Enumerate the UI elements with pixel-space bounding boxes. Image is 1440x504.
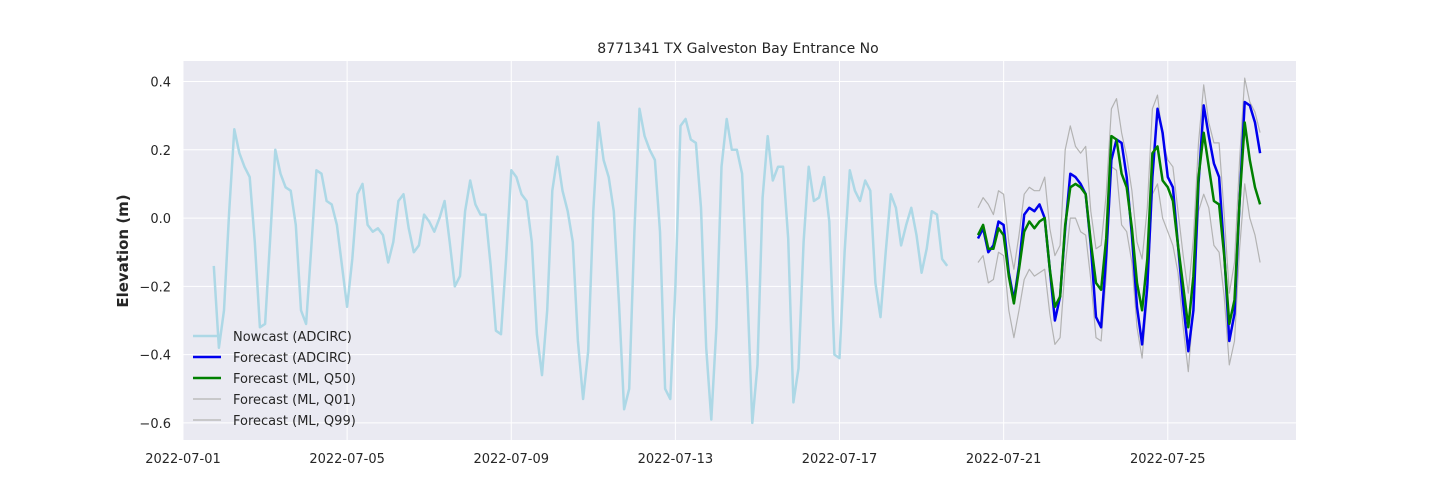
series-layer <box>212 77 1262 425</box>
y-tick-label: −0.6 <box>139 417 171 432</box>
chart-title: 8771341 TX Galveston Bay Entrance No <box>597 41 878 57</box>
x-tick-label: 2022-07-13 <box>638 452 714 467</box>
x-tick-label: 2022-07-17 <box>802 452 878 467</box>
x-tick-label: 2022-07-09 <box>473 452 549 467</box>
x-tick-label: 2022-07-01 <box>145 452 221 467</box>
x-tick-label: 2022-07-05 <box>309 452 385 467</box>
forecast-ml-q50-line <box>976 121 1262 329</box>
x-tick-label: 2022-07-25 <box>1130 452 1206 467</box>
y-axis: −0.6 −0.4 −0.2 0.0 0.2 0.4 <box>139 75 171 431</box>
legend-label: Forecast (ML, Q01) <box>233 393 356 408</box>
forecast-adcirc-line <box>976 100 1262 353</box>
legend-label: Forecast (ADCIRC) <box>233 351 352 366</box>
legend: Nowcast (ADCIRC) Forecast (ADCIRC) Forecas… <box>193 330 356 429</box>
y-tick-label: −0.4 <box>139 349 171 364</box>
y-tick-label: 0.0 <box>150 212 171 227</box>
x-tick-label: 2022-07-21 <box>966 452 1042 467</box>
legend-label: Forecast (ML, Q50) <box>233 372 356 387</box>
x-axis: 2022-07-01 2022-07-05 2022-07-09 2022-07-13… <box>145 452 1205 467</box>
legend-label: Nowcast (ADCIRC) <box>233 330 352 345</box>
y-tick-label: −0.2 <box>139 280 171 295</box>
legend-label: Forecast (ML, Q99) <box>233 414 356 429</box>
y-tick-label: 0.4 <box>150 75 171 90</box>
forecast-ml-q99-line <box>977 77 1261 294</box>
y-tick-label: 0.2 <box>150 144 171 159</box>
y-axis-label: Elevation (m) <box>114 194 132 307</box>
nowcast-adcirc-line <box>212 107 949 425</box>
forecast-ml-q01-line <box>977 166 1261 373</box>
